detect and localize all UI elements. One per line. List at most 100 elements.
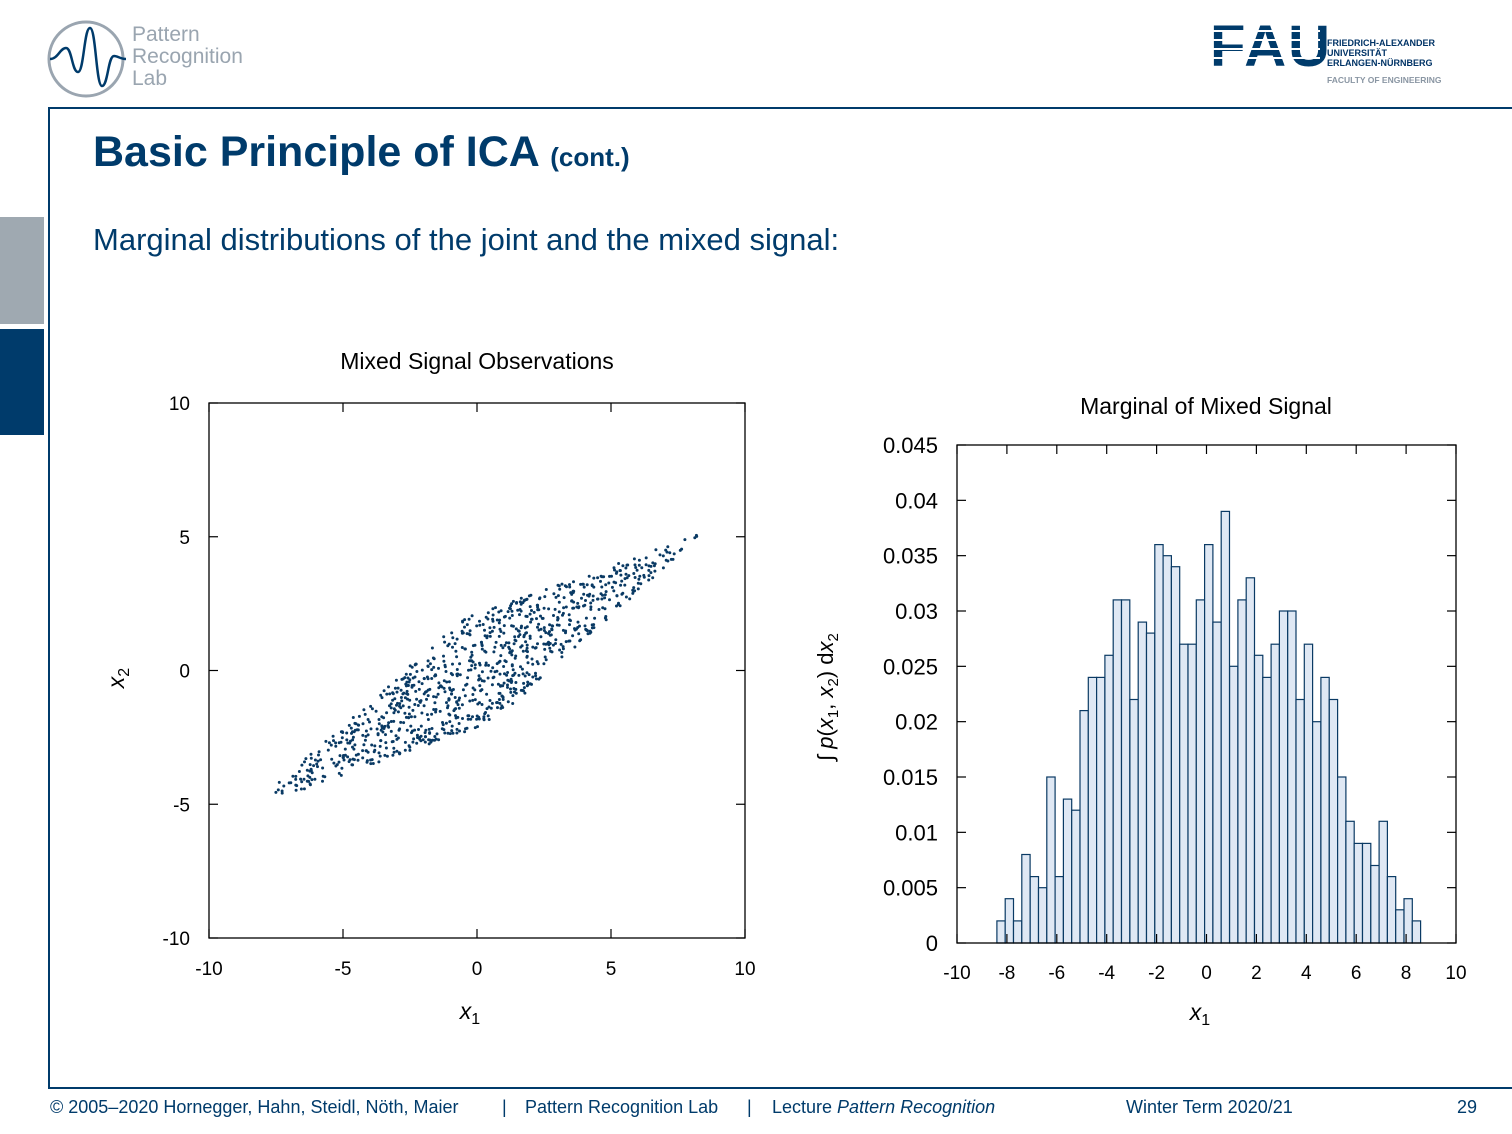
scatter-point xyxy=(499,684,503,688)
scatter-point xyxy=(321,774,325,778)
scatter-point xyxy=(620,592,624,596)
scatter-point xyxy=(550,650,554,654)
histogram-bar xyxy=(1270,643,1280,944)
scatter-point xyxy=(463,618,467,622)
scatter-point xyxy=(647,568,651,572)
histogram-x-tick-label: 4 xyxy=(1301,963,1312,984)
scatter-point xyxy=(651,561,655,565)
scatter-point xyxy=(353,743,357,747)
scatter-point xyxy=(573,628,577,632)
scatter-point xyxy=(571,634,575,638)
histogram-bar xyxy=(1328,698,1339,944)
scatter-point xyxy=(482,718,486,722)
scatter-point xyxy=(562,606,566,610)
scatter-point xyxy=(443,690,447,694)
scatter-point xyxy=(454,714,457,718)
scatter-point xyxy=(556,594,560,598)
scatter-point xyxy=(619,573,623,577)
scatter-point xyxy=(392,711,396,715)
scatter-point xyxy=(387,721,391,725)
scatter-point xyxy=(351,757,355,761)
histogram-bar xyxy=(1253,654,1264,944)
scatter-point xyxy=(398,752,402,756)
scatter-point xyxy=(592,626,596,630)
scatter-point xyxy=(426,718,430,721)
scatter-point xyxy=(410,731,413,735)
scatter-point xyxy=(610,585,614,589)
scatter-point xyxy=(647,564,651,568)
scatter-point xyxy=(417,728,420,731)
scatter-point xyxy=(506,671,510,674)
scatter-point xyxy=(334,744,338,748)
scatter-point xyxy=(297,770,301,773)
scatter-point xyxy=(537,622,541,626)
scatter-point xyxy=(492,675,496,679)
scatter-point xyxy=(608,598,611,602)
scatter-point xyxy=(403,711,407,715)
top-divider xyxy=(48,107,1512,109)
scatter-point xyxy=(385,711,389,715)
scatter-point xyxy=(528,612,532,616)
histogram-bar xyxy=(1154,543,1164,944)
scatter-point xyxy=(514,691,518,695)
scatter-point xyxy=(530,657,534,661)
scatter-point xyxy=(385,692,389,696)
scatter-y-label: x2 xyxy=(103,668,133,690)
scatter-point xyxy=(576,601,580,605)
scatter-point xyxy=(487,705,491,709)
scatter-point xyxy=(509,677,513,681)
scatter-point xyxy=(308,763,312,767)
histogram-bar xyxy=(1220,510,1231,944)
scatter-point xyxy=(408,698,412,702)
scatter-point xyxy=(415,741,419,745)
scatter-point xyxy=(369,727,373,731)
scatter-point xyxy=(355,728,359,732)
scatter-point xyxy=(412,737,416,741)
histogram-bar xyxy=(1170,566,1181,944)
scatter-point xyxy=(422,704,426,708)
scatter-point xyxy=(343,747,347,751)
scatter-point xyxy=(556,618,560,622)
scatter-point xyxy=(361,733,365,737)
scatter-point xyxy=(404,715,408,719)
scatter-point xyxy=(510,653,514,657)
histogram-bar xyxy=(1187,643,1197,944)
scatter-point xyxy=(623,583,627,587)
scatter-point xyxy=(469,659,473,663)
scatter-point xyxy=(401,704,405,708)
scatter-point xyxy=(304,757,308,761)
scatter-point xyxy=(424,735,427,739)
scatter-point xyxy=(668,551,672,555)
scatter-point xyxy=(369,758,373,762)
scatter-point xyxy=(351,735,355,739)
histogram-x-label: x1 xyxy=(1189,999,1211,1029)
scatter-point xyxy=(498,659,502,663)
scatter-point xyxy=(403,740,407,744)
scatter-point xyxy=(525,631,528,635)
scatter-point xyxy=(564,640,568,644)
scatter-point xyxy=(469,668,473,672)
scatter-point xyxy=(483,628,486,632)
scatter-point xyxy=(640,566,644,570)
scatter-point xyxy=(458,662,462,666)
scatter-point xyxy=(478,701,481,705)
histogram-bar xyxy=(1245,577,1256,944)
histogram-bar xyxy=(1021,853,1031,944)
scatter-point xyxy=(567,613,571,617)
scatter-point xyxy=(480,647,484,651)
scatter-point xyxy=(501,698,505,701)
scatter-point xyxy=(557,584,561,588)
scatter-point xyxy=(542,662,546,666)
scatter-point xyxy=(405,728,409,732)
scatter-point xyxy=(547,643,551,647)
scatter-point xyxy=(632,572,636,575)
university-line-3: ERLANGEN-NÜRNBERG xyxy=(1327,58,1433,68)
scatter-point xyxy=(385,754,389,758)
scatter-point xyxy=(483,634,487,638)
scatter-point xyxy=(617,601,620,605)
scatter-point xyxy=(576,626,580,629)
scatter-point xyxy=(554,595,558,599)
scatter-point xyxy=(398,702,402,706)
scatter-point xyxy=(395,749,399,753)
